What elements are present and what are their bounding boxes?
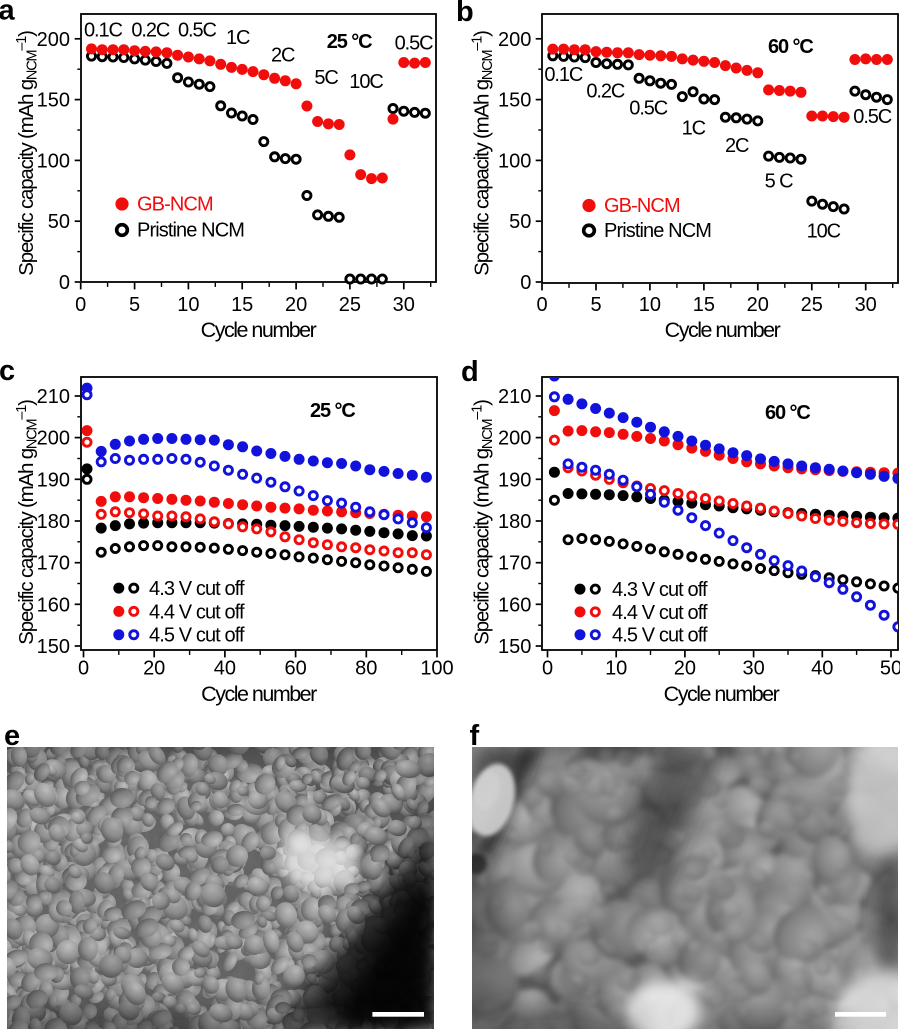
svg-text:0.5C: 0.5C (178, 20, 217, 42)
svg-text:0.1C: 0.1C (84, 20, 123, 42)
svg-text:60: 60 (284, 658, 306, 680)
svg-text:4.5 V cut off: 4.5 V cut off (612, 625, 708, 647)
svg-text:190: 190 (37, 469, 70, 491)
svg-text:5C: 5C (314, 67, 338, 89)
svg-text:100: 100 (420, 658, 453, 680)
svg-text:4.4 V cut off: 4.4 V cut off (149, 601, 245, 623)
svg-text:Specific capacity (mAh gNCM–1): Specific capacity (mAh gNCM–1) (14, 31, 41, 276)
svg-text:Cycle number: Cycle number (665, 318, 781, 342)
svg-text:10C: 10C (349, 71, 383, 93)
svg-text:e: e (4, 720, 20, 752)
svg-text:0.1C: 0.1C (544, 64, 583, 86)
svg-text:40: 40 (811, 658, 833, 680)
svg-text:25: 25 (801, 294, 823, 316)
svg-text:0: 0 (59, 272, 70, 294)
svg-text:a: a (0, 0, 16, 27)
svg-text:50: 50 (48, 211, 70, 233)
svg-text:150: 150 (498, 90, 531, 112)
svg-text:5: 5 (129, 294, 140, 316)
svg-text:50: 50 (880, 658, 900, 680)
svg-text:20: 20 (143, 658, 165, 680)
svg-text:10: 10 (605, 658, 627, 680)
svg-text:160: 160 (37, 594, 70, 616)
svg-text:25 °C: 25 °C (310, 400, 355, 422)
svg-text:0: 0 (542, 658, 553, 680)
svg-text:c: c (0, 355, 15, 387)
svg-text:d: d (461, 356, 479, 388)
svg-text:100: 100 (498, 150, 531, 172)
svg-text:10C: 10C (807, 220, 841, 242)
svg-text:4.5 V cut off: 4.5 V cut off (149, 625, 245, 647)
svg-text:10: 10 (177, 294, 199, 316)
svg-text:170: 170 (498, 553, 531, 575)
svg-text:Pristine NCM: Pristine NCM (604, 220, 711, 242)
svg-text:25 °C: 25 °C (327, 31, 372, 53)
svg-text:0: 0 (75, 294, 86, 316)
svg-text:4.4 V cut off: 4.4 V cut off (612, 602, 708, 624)
svg-text:200: 200 (37, 428, 70, 450)
svg-text:0: 0 (536, 294, 547, 316)
svg-text:150: 150 (37, 636, 70, 658)
svg-text:Cycle number: Cycle number (201, 682, 317, 706)
svg-text:0.2C: 0.2C (586, 80, 625, 102)
svg-text:210: 210 (37, 386, 70, 408)
svg-text:GB-NCM: GB-NCM (137, 194, 213, 216)
svg-text:40: 40 (214, 658, 236, 680)
svg-text:170: 170 (37, 553, 70, 575)
svg-text:0.5C: 0.5C (629, 98, 668, 120)
svg-text:0.5C: 0.5C (853, 106, 892, 128)
svg-text:f: f (470, 720, 480, 752)
svg-text:210: 210 (498, 386, 531, 408)
svg-text:5: 5 (590, 294, 601, 316)
svg-text:200: 200 (498, 428, 531, 450)
svg-text:30: 30 (855, 294, 877, 316)
svg-text:15: 15 (231, 294, 253, 316)
svg-text:30: 30 (393, 294, 415, 316)
svg-text:80: 80 (355, 658, 377, 680)
svg-text:190: 190 (498, 469, 531, 491)
svg-text:0.2C: 0.2C (131, 20, 170, 42)
svg-text:0: 0 (78, 658, 89, 680)
svg-text:60 °C: 60 °C (768, 36, 813, 58)
svg-text:50: 50 (509, 211, 531, 233)
svg-text:0: 0 (520, 272, 531, 294)
svg-text:Cycle number: Cycle number (201, 318, 317, 342)
svg-text:60 °C: 60 °C (765, 402, 810, 424)
svg-text:4.3 V cut off: 4.3 V cut off (612, 579, 708, 601)
svg-text:2C: 2C (725, 135, 749, 157)
svg-text:Specific capacity (mAh gNCM–1): Specific capacity (mAh gNCM–1) (470, 400, 497, 645)
svg-text:2C: 2C (271, 45, 295, 67)
svg-text:GB-NCM: GB-NCM (604, 195, 680, 217)
svg-text:150: 150 (37, 90, 70, 112)
svg-text:180: 180 (498, 511, 531, 533)
svg-text:b: b (456, 0, 474, 28)
svg-text:160: 160 (498, 594, 531, 616)
svg-text:150: 150 (498, 636, 531, 658)
svg-text:180: 180 (37, 511, 70, 533)
svg-text:10: 10 (639, 294, 661, 316)
svg-text:25: 25 (339, 294, 361, 316)
svg-text:20: 20 (747, 294, 769, 316)
svg-text:20: 20 (285, 294, 307, 316)
svg-text:0.5C: 0.5C (395, 33, 434, 55)
svg-text:Specific capacity (mAh gNCM–1): Specific capacity (mAh gNCM–1) (14, 400, 41, 645)
svg-text:Pristine NCM: Pristine NCM (137, 220, 244, 242)
svg-text:4.3 V cut off: 4.3 V cut off (149, 578, 245, 600)
svg-text:200: 200 (498, 29, 531, 51)
svg-text:5 C: 5 C (765, 170, 793, 192)
svg-text:Specific capacity (mAh gNCM–1): Specific capacity (mAh gNCM–1) (470, 31, 497, 276)
svg-text:200: 200 (37, 29, 70, 51)
svg-text:1C: 1C (682, 118, 706, 140)
svg-text:20: 20 (674, 658, 696, 680)
svg-text:30: 30 (742, 658, 764, 680)
svg-text:15: 15 (693, 294, 715, 316)
svg-text:1C: 1C (226, 27, 250, 49)
svg-text:Cycle number: Cycle number (664, 682, 780, 706)
svg-text:100: 100 (37, 150, 70, 172)
